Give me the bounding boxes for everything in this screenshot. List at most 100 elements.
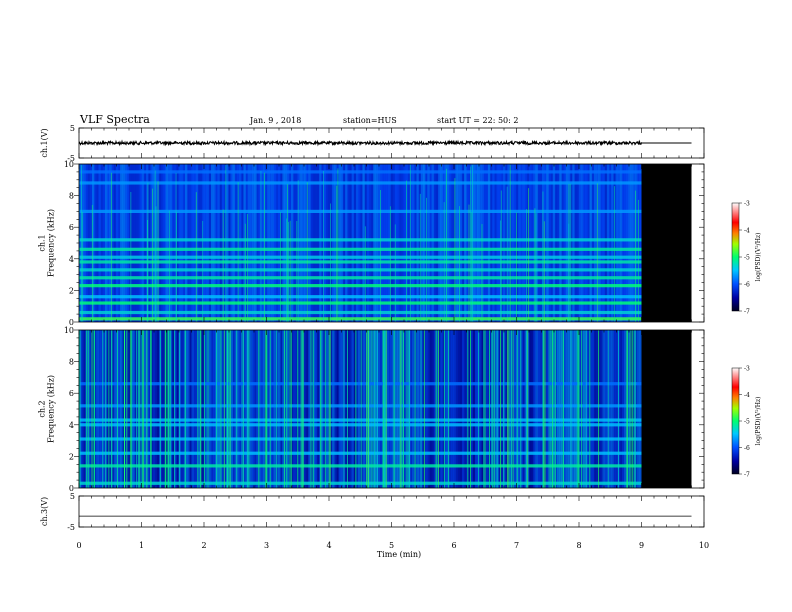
spectrogram-column bbox=[316, 164, 320, 322]
spectrogram-column bbox=[206, 330, 210, 488]
spectrogram-column bbox=[535, 330, 539, 488]
spectrogram-column bbox=[215, 164, 218, 322]
y-tick-label: 4 bbox=[69, 255, 74, 264]
spectrogram-column bbox=[297, 164, 301, 322]
frequency-band bbox=[79, 437, 642, 441]
spectrogram-column bbox=[492, 330, 495, 488]
spectrogram-column bbox=[243, 330, 246, 488]
time-axis: 0 1 2 3 4 5 6 7 8 9 10 bbox=[76, 541, 709, 550]
spectrogram-column bbox=[312, 164, 316, 322]
spectrogram-column bbox=[448, 330, 452, 488]
spectrogram-column bbox=[635, 164, 638, 322]
spectrogram-column bbox=[130, 330, 134, 488]
spectrogram-column bbox=[559, 164, 562, 322]
spectrogram-column bbox=[539, 330, 543, 488]
spectrogram-column bbox=[355, 330, 359, 488]
spectrogram-column bbox=[172, 164, 175, 322]
spectrogram-column bbox=[124, 330, 127, 488]
spectrogram-column bbox=[187, 164, 190, 322]
spectrogram-column bbox=[461, 164, 465, 322]
y-axis-label: ch.2Frequency (kHz) bbox=[38, 375, 56, 443]
spectrogram-column bbox=[115, 164, 119, 322]
spectrogram-column bbox=[498, 330, 502, 488]
y-tick-label: 8 bbox=[69, 192, 74, 201]
frequency-band bbox=[79, 181, 642, 185]
colorbar-tick-label: -3 bbox=[744, 201, 750, 208]
frequency-band bbox=[79, 423, 642, 427]
spectrogram-column bbox=[468, 164, 471, 322]
spectrogram-column bbox=[565, 164, 569, 322]
spectrogram-column bbox=[349, 164, 352, 322]
spectrogram-column bbox=[479, 164, 482, 322]
spectrogram-column bbox=[375, 330, 378, 488]
spectrogram-column bbox=[435, 330, 439, 488]
spectrogram-column bbox=[477, 164, 480, 322]
spectrogram-column bbox=[481, 330, 484, 488]
spectrogram-column bbox=[247, 164, 251, 322]
spectrogram-column bbox=[513, 330, 517, 488]
y-axis-label: ch.1Frequency (kHz) bbox=[38, 209, 56, 277]
spectrogram-column bbox=[91, 164, 95, 322]
spectrogram-column bbox=[561, 330, 565, 488]
spectrogram-column bbox=[500, 330, 504, 488]
spectrogram-column bbox=[122, 330, 125, 488]
spectrogram-column bbox=[546, 330, 549, 488]
spectrogram-column bbox=[414, 164, 417, 322]
spectrogram-column bbox=[622, 330, 625, 488]
spectrogram-column bbox=[537, 164, 541, 322]
spectrogram-column bbox=[490, 164, 493, 322]
spectrogram-column bbox=[284, 164, 288, 322]
spectrogram-column bbox=[574, 164, 577, 322]
spectrogram-column bbox=[135, 164, 138, 322]
spectrogram-column bbox=[373, 164, 376, 322]
y-axis-label: ch.1(V) bbox=[40, 128, 49, 157]
spectrogram-column bbox=[397, 164, 400, 322]
colorbar-tick-label: -6 bbox=[744, 282, 750, 289]
spectrogram-column bbox=[457, 164, 461, 322]
spectrogram-column bbox=[143, 330, 147, 488]
spectrogram-column bbox=[598, 164, 601, 322]
spectrogram-column bbox=[511, 164, 515, 322]
spectrogram-column bbox=[100, 164, 104, 322]
spectrogram-column bbox=[351, 330, 355, 488]
spectrogram-column bbox=[284, 330, 288, 488]
spectrogram-column bbox=[87, 164, 91, 322]
spectrogram-column bbox=[427, 164, 430, 322]
y-tick-label: 5 bbox=[70, 124, 75, 133]
y-tick-label: 2 bbox=[69, 452, 74, 461]
spectrogram-column bbox=[217, 330, 221, 488]
spectrogram-column bbox=[193, 330, 197, 488]
ch2-spectrogram-panel: 0 2 4 6 8 10 ch.2Frequency (kHz) bbox=[38, 326, 705, 493]
spectrogram-column bbox=[124, 164, 127, 322]
spectrogram-column bbox=[635, 330, 638, 488]
spectrogram-column bbox=[503, 164, 506, 322]
spectrogram-column bbox=[310, 164, 314, 322]
spectrogram-column bbox=[232, 164, 236, 322]
frequency-band bbox=[79, 481, 642, 485]
spectrogram-column bbox=[565, 330, 569, 488]
spectrogram-column bbox=[180, 330, 184, 488]
spectrogram-column bbox=[609, 164, 612, 322]
spectrogram-column bbox=[602, 330, 606, 488]
spectrogram-column bbox=[600, 330, 603, 488]
spectrogram-column bbox=[567, 330, 571, 488]
spectrogram-column bbox=[141, 164, 145, 322]
figure-title: VLF Spectra bbox=[79, 113, 150, 126]
x-tick-label: 9 bbox=[639, 541, 644, 550]
spectrogram-column bbox=[191, 164, 195, 322]
spectrogram-column bbox=[412, 164, 415, 322]
spectrogram-column bbox=[213, 164, 216, 322]
spectrogram-column bbox=[340, 164, 344, 322]
spectrogram-column bbox=[494, 164, 497, 322]
colorbar-scale bbox=[731, 367, 740, 475]
x-tick-label: 6 bbox=[451, 541, 456, 550]
spectrogram-column bbox=[258, 164, 262, 322]
frequency-band bbox=[79, 382, 642, 386]
spectrogram-column bbox=[606, 164, 610, 322]
spectrogram-column bbox=[410, 164, 413, 322]
x-axis-label: Time (min) bbox=[377, 550, 421, 559]
spectrogram-column bbox=[319, 164, 322, 322]
spectrogram-column bbox=[83, 330, 86, 488]
spectrogram-column bbox=[362, 164, 365, 322]
spectrogram-column bbox=[323, 164, 327, 322]
